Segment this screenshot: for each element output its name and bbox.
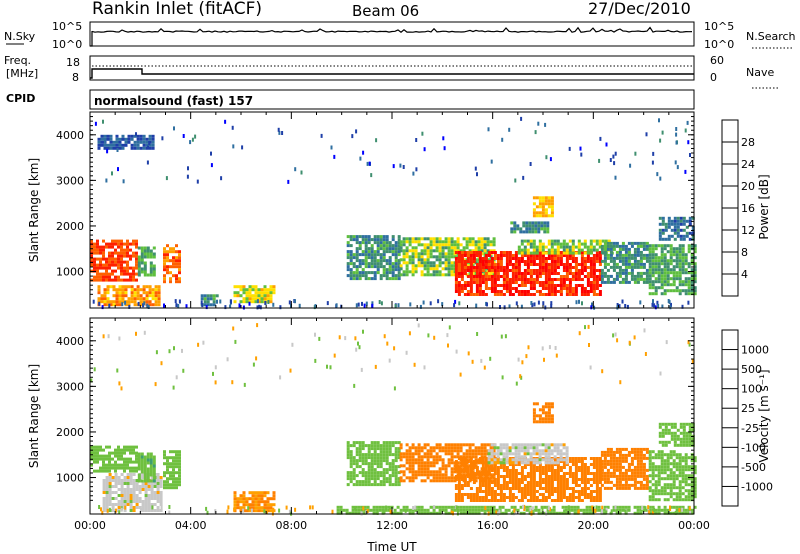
noise-left-tick-high: 10^5 [52, 20, 82, 33]
velocity-region [233, 491, 276, 513]
velocity-ytick-label: 1000 [56, 472, 84, 485]
freq-tick-high: 18 [66, 56, 80, 69]
freq-line [90, 68, 694, 79]
velocity-ytick-label: 4000 [56, 335, 84, 348]
date-title: 27/Dec/2010 [588, 0, 691, 18]
velocity-ylabel: Slant Range [km] [27, 364, 41, 468]
freq-label-1: Freq. [4, 54, 31, 67]
power-ylabel: Slant Range [km] [27, 158, 41, 262]
power-region [600, 241, 649, 284]
xtick-label: 08:00 [275, 519, 307, 532]
velocity-panel: 4000 3000 2000 1000 00:00 04:00 08:00 12:00 16:0… [27, 317, 710, 554]
colorbar-tick-label: 28 [741, 136, 755, 149]
beam-title: Beam 06 [352, 2, 419, 20]
noise-panel: N.Sky 10^5 10^0 10^5 10^0 N.Search [4, 20, 796, 51]
colorbar-tick-label: 8 [741, 246, 748, 259]
velocity-colorbar-label: Velocity [m s⁻¹] [757, 369, 771, 462]
colorbar-tick-label: 24 [741, 158, 755, 171]
power-ytick-label: 4000 [56, 129, 84, 142]
velocity-region [658, 422, 695, 447]
freq-panel: Freq. [MHz] 18 8 60 0 Nave [4, 54, 780, 89]
nave-label: Nave [746, 66, 774, 79]
velocity-xlabel: Time UT [366, 540, 417, 554]
xtick-label: 00:00 [678, 519, 710, 532]
colorbar-tick-label: -500 [741, 461, 766, 474]
noise-right-tick-high: 10^5 [704, 20, 734, 33]
power-region [90, 239, 138, 282]
power-region [200, 294, 219, 307]
xtick-label: 20:00 [577, 519, 609, 532]
colorbar-tick-label: -100 [741, 441, 766, 454]
velocity-region [648, 450, 697, 502]
power-region [510, 221, 550, 234]
noise-right-tick-low: 10^0 [704, 38, 734, 51]
velocity-colorbar: 1000 500 100 25 -25 -100 -500 -1000 [721, 329, 773, 507]
power-region [137, 246, 156, 277]
freq-tick-low: 8 [72, 71, 79, 84]
colorbar-tick-label: 1000 [741, 344, 769, 357]
velocity-region [532, 402, 554, 424]
power-region [454, 251, 602, 296]
power-colorbar-label: Power [dB] [757, 174, 771, 239]
velocity-region [600, 447, 649, 490]
xtick-label: 00:00 [74, 519, 106, 532]
power-ytick-label: 1000 [56, 266, 84, 279]
cpid-text: normalsound (fast) 157 [94, 94, 253, 108]
velocity-region [346, 441, 401, 487]
colorbar-tick-label: 12 [741, 224, 755, 237]
velocity-marks [90, 323, 697, 516]
power-speckle [92, 116, 691, 310]
power-panel: 4000 3000 2000 1000 Slant Range [km] [27, 111, 697, 310]
power-region [346, 235, 401, 281]
power-region [648, 244, 697, 296]
colorbar-tick-label: 100 [741, 383, 762, 396]
xtick-label: 16:00 [477, 519, 509, 532]
noise-right-label: N.Search [746, 30, 796, 43]
colorbar-tick-label: 25 [741, 402, 755, 415]
power-marks [90, 116, 697, 310]
xtick-label: 04:00 [175, 519, 207, 532]
nave-tick-high: 60 [710, 54, 724, 67]
freq-label-2: [MHz] [6, 67, 38, 80]
velocity-ytick-label: 2000 [56, 426, 84, 439]
power-ytick-label: 3000 [56, 174, 84, 187]
colorbar-tick-label: 16 [741, 202, 755, 215]
velocity-region [454, 457, 602, 502]
velocity-region [487, 443, 569, 465]
power-region [532, 196, 554, 218]
colorbar-tick-label: 20 [741, 180, 755, 193]
noise-left-tick-low: 10^0 [52, 38, 82, 51]
colorbar-tick-label: -25 [741, 422, 759, 435]
velocity-region [102, 473, 163, 512]
nave-tick-low: 0 [710, 71, 717, 84]
colorbar-tick-label: 500 [741, 363, 762, 376]
cpid-label: CPID [6, 92, 35, 105]
noise-sky-line [90, 26, 693, 47]
velocity-ytick-label: 3000 [56, 380, 84, 393]
velocity-region [137, 452, 156, 483]
noise-left-label: N.Sky [4, 30, 36, 43]
station-title: Rankin Inlet (fitACF) [92, 0, 262, 19]
cpid-panel: CPID normalsound (fast) 157 [6, 89, 695, 110]
power-region [97, 134, 155, 150]
power-region [233, 285, 276, 304]
colorbar-tick-label: 4 [741, 268, 748, 281]
power-colorbar: 28 24 20 16 12 8 4 [721, 119, 755, 297]
xtick-label: 12:00 [376, 519, 408, 532]
colorbar-tick-label: -1000 [741, 480, 773, 493]
power-ytick-label: 2000 [56, 220, 84, 233]
velocity-region [163, 450, 181, 490]
power-region [163, 244, 181, 284]
